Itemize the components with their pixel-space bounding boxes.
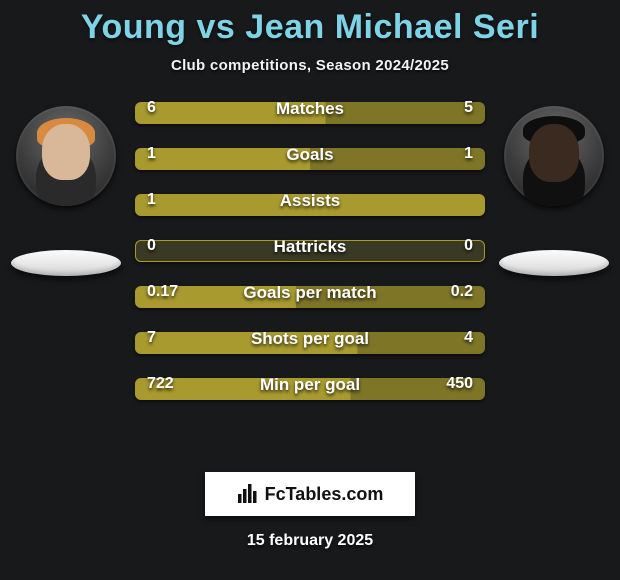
stat-value-left: 0: [147, 237, 156, 255]
date-label: 15 february 2025: [247, 532, 373, 550]
brand-label: FcTables.com: [265, 484, 384, 505]
stat-bar-track: [135, 286, 485, 308]
page-subtitle: Club competitions, Season 2024/2025: [171, 57, 449, 74]
stat-value-right: 450: [446, 375, 473, 393]
stat-row: Matches65: [135, 102, 485, 124]
brand-badge: FcTables.com: [205, 472, 415, 516]
player-right-column: [494, 106, 614, 276]
stat-row: Shots per goal74: [135, 332, 485, 354]
stat-row: Min per goal722450: [135, 378, 485, 400]
comparison-card: Young vs Jean Michael Seri Club competit…: [0, 0, 620, 580]
stat-row: Goals11: [135, 148, 485, 170]
stat-bar-track: [135, 194, 485, 216]
stat-value-left: 6: [147, 99, 156, 117]
stat-bar-track: [135, 240, 485, 262]
player-right-flag: [499, 250, 609, 276]
player-left-column: [6, 106, 126, 276]
stat-row: Goals per match0.170.2: [135, 286, 485, 308]
player-left-flag: [11, 250, 121, 276]
stat-value-left: 1: [147, 191, 156, 209]
player-left-avatar: [16, 106, 116, 206]
player-right-avatar: [504, 106, 604, 206]
stat-value-right: 4: [464, 329, 473, 347]
comparison-body: Matches65Goals11Assists1Hattricks00Goals…: [0, 102, 620, 400]
stat-value-right: 1: [464, 145, 473, 163]
page-title: Young vs Jean Michael Seri: [81, 8, 539, 47]
stat-value-left: 0.17: [147, 283, 178, 301]
stat-value-left: 1: [147, 145, 156, 163]
stat-value-right: 5: [464, 99, 473, 117]
brand-bars-icon: [237, 484, 259, 504]
stat-value-left: 7: [147, 329, 156, 347]
stats-list: Matches65Goals11Assists1Hattricks00Goals…: [135, 102, 485, 400]
stat-value-right: 0.2: [451, 283, 473, 301]
brand-text: FcTables.com: [265, 484, 384, 504]
stat-bar-track: [135, 332, 485, 354]
stat-bar-track: [135, 102, 485, 124]
stat-row: Hattricks00: [135, 240, 485, 262]
stat-row: Assists1: [135, 194, 485, 216]
footer: FcTables.com 15 february 2025: [0, 472, 620, 550]
stat-value-left: 722: [147, 375, 174, 393]
stat-bar-track: [135, 148, 485, 170]
stat-value-right: 0: [464, 237, 473, 255]
stat-bar-track: [135, 378, 485, 400]
